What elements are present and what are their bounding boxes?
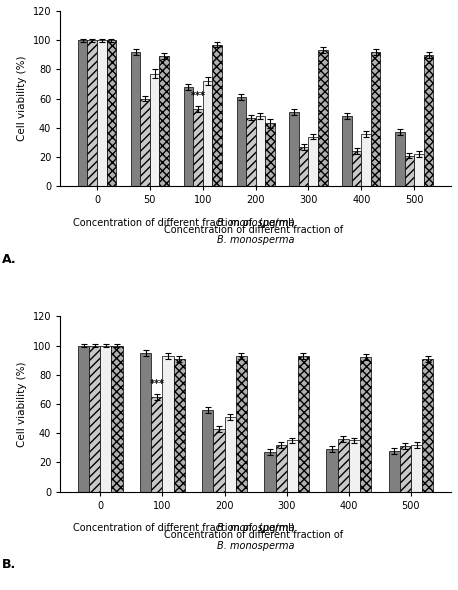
Bar <box>87 40 97 186</box>
Bar <box>224 417 236 491</box>
Bar <box>212 44 222 186</box>
Bar <box>140 99 150 186</box>
Bar <box>97 40 107 186</box>
Text: B. monosperma: B. monosperma <box>217 540 294 550</box>
Text: A.: A. <box>1 253 16 266</box>
Bar <box>414 154 424 186</box>
Bar <box>299 147 309 186</box>
Bar <box>78 40 87 186</box>
Bar <box>327 449 338 491</box>
Bar <box>371 52 381 186</box>
Bar <box>400 446 411 491</box>
Bar <box>151 396 163 491</box>
Bar <box>276 445 287 491</box>
Bar <box>131 52 140 186</box>
Bar <box>287 441 298 491</box>
Text: (μg/ml): (μg/ml) <box>256 218 294 228</box>
Bar <box>100 346 111 491</box>
Bar <box>289 112 299 186</box>
Bar <box>150 74 159 186</box>
Bar <box>342 116 352 186</box>
Y-axis label: Cell viability (%): Cell viability (%) <box>17 361 27 447</box>
Text: B.: B. <box>1 558 16 571</box>
Bar <box>395 132 405 186</box>
Text: Concentration of different fraction of: Concentration of different fraction of <box>164 225 347 235</box>
Bar <box>318 50 327 186</box>
Bar <box>107 40 116 186</box>
Bar <box>309 136 318 186</box>
Bar <box>193 109 203 186</box>
Text: Concentration of different fraction of: Concentration of different fraction of <box>73 523 256 533</box>
Bar <box>246 117 256 186</box>
Text: B. monosperma: B. monosperma <box>217 235 294 245</box>
Bar <box>424 55 433 186</box>
Bar <box>89 346 100 491</box>
Text: B. monosperma: B. monosperma <box>217 218 294 228</box>
Text: (μg/ml): (μg/ml) <box>256 523 294 533</box>
Bar <box>388 451 400 491</box>
Bar <box>352 151 361 186</box>
Text: B. monosperma: B. monosperma <box>217 523 294 533</box>
Bar <box>236 356 247 491</box>
Bar <box>163 356 174 491</box>
Text: Concentration of different fraction of: Concentration of different fraction of <box>73 218 256 228</box>
Y-axis label: Cell viability (%): Cell viability (%) <box>17 56 27 142</box>
Bar <box>422 359 433 491</box>
Text: ***: *** <box>149 379 164 389</box>
Bar <box>349 441 360 491</box>
Bar <box>265 123 275 186</box>
Bar <box>411 445 422 491</box>
Bar <box>184 87 193 186</box>
Bar <box>202 410 213 491</box>
Bar <box>405 156 414 186</box>
Bar <box>140 353 151 491</box>
Bar <box>213 429 224 491</box>
Bar <box>111 346 123 491</box>
Bar <box>159 56 169 186</box>
Bar <box>78 346 89 491</box>
Bar <box>174 359 185 491</box>
Text: ***: *** <box>191 91 206 101</box>
Bar <box>361 133 371 186</box>
Bar <box>237 97 246 186</box>
Bar <box>264 452 276 491</box>
Bar <box>203 81 212 186</box>
Bar <box>256 116 265 186</box>
Bar <box>360 358 371 491</box>
Bar <box>338 439 349 491</box>
Bar <box>298 356 309 491</box>
Text: Concentration of different fraction of: Concentration of different fraction of <box>164 530 347 540</box>
